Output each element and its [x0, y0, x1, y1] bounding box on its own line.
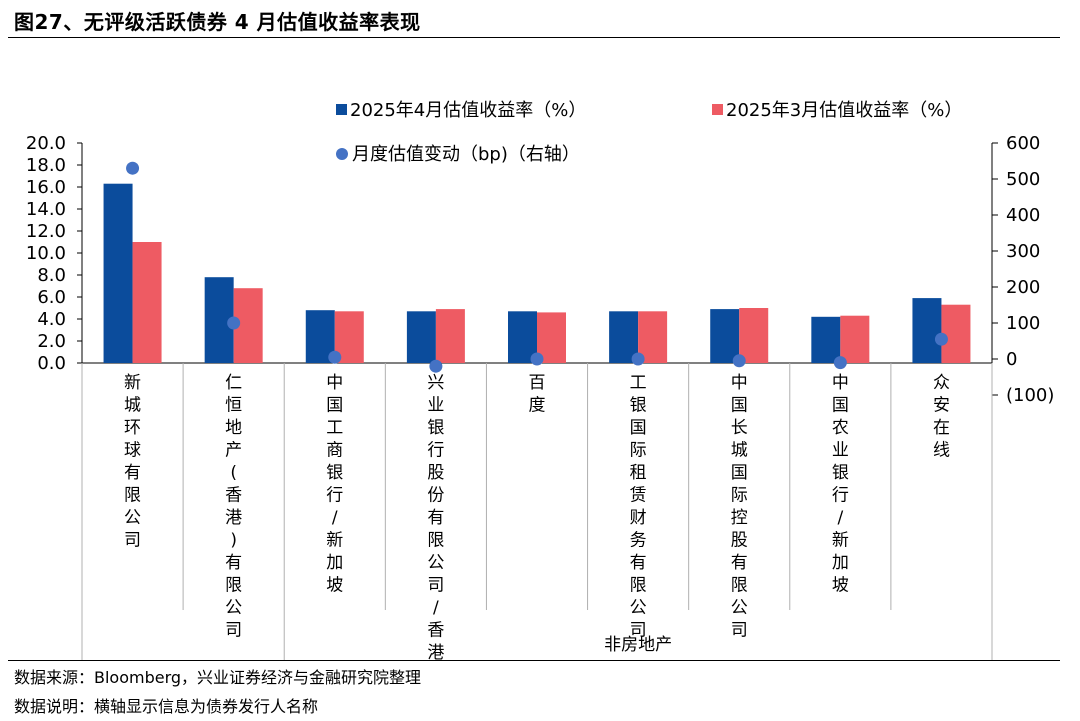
chart: 0.02.04.06.08.010.012.014.016.018.020.0 (…	[26, 100, 1054, 660]
bp-change-point	[631, 352, 645, 366]
legend-swatch-bp	[336, 148, 348, 160]
bp-change-point	[833, 356, 847, 370]
bp-change-point	[227, 316, 241, 330]
bar-mar-2025	[941, 304, 971, 363]
right-axis-tick-label: 300	[1006, 241, 1040, 262]
bar-mar-2025	[132, 242, 162, 363]
bar-mar-2025	[739, 308, 769, 363]
left-axis-tick-label: 12.0	[26, 221, 66, 242]
bar-apr-2025	[609, 311, 639, 363]
left-axis-tick-label: 6.0	[37, 287, 66, 308]
bp-change-point	[328, 350, 342, 364]
category-label: 中国长城国际控股有限公司	[731, 373, 748, 641]
bar-apr-2025	[406, 311, 436, 363]
bp-change-point	[732, 354, 746, 368]
category-label: 众安在线	[933, 373, 950, 461]
bar-apr-2025	[710, 309, 740, 363]
category-label: 兴业银行股份有限公司/香港	[427, 373, 444, 660]
legend-swatch-mar	[712, 104, 723, 115]
bp-change-point	[126, 161, 140, 175]
category-label: 中国工商银行/新加坡	[326, 373, 343, 596]
bp-change-point	[429, 359, 443, 373]
right-axis-tick-label: 400	[1006, 205, 1040, 226]
left-axis-tick-label: 2.0	[37, 331, 66, 352]
bp-change-point	[934, 332, 948, 346]
bar-apr-2025	[811, 316, 841, 363]
left-axis-tick-label: 10.0	[26, 243, 66, 264]
bar-mar-2025	[435, 309, 465, 363]
left-axis-tick-label: 20.0	[26, 133, 66, 154]
data-note: 数据说明：横轴显示信息为债券发行人名称	[14, 697, 319, 716]
category-label: 工银国际租赁财务有限公司	[630, 373, 647, 641]
category-label: 百度	[529, 373, 546, 416]
bar-mar-2025	[840, 315, 870, 363]
left-axis-tick-label: 0.0	[37, 353, 66, 374]
right-axis-tick-label: 500	[1006, 169, 1040, 190]
category-label: 仁恒地产(香港)有限公司	[225, 373, 242, 641]
bar-apr-2025	[103, 183, 133, 363]
footer-divider	[8, 660, 1060, 661]
bar-apr-2025	[508, 311, 537, 363]
right-axis-tick-label: 200	[1006, 277, 1040, 298]
left-axis-tick-label: 14.0	[26, 199, 66, 220]
left-axis-tick-label: 8.0	[37, 265, 66, 286]
legend-label-mar: 2025年3月估值收益率（%）	[726, 100, 962, 121]
bar-apr-2025	[912, 298, 942, 363]
legend-swatch-apr	[336, 104, 347, 115]
right-axis-tick-label: (100)	[1006, 385, 1054, 406]
right-axis-tick-label: 100	[1006, 313, 1040, 334]
bar-mar-2025	[537, 312, 566, 363]
bar-mar-2025	[638, 311, 668, 363]
title-divider	[8, 37, 1060, 38]
source-note: 数据来源：Bloomberg，兴业证券经济与金融研究院整理	[14, 668, 422, 687]
right-axis-tick-label: 0	[1006, 349, 1017, 370]
left-axis-tick-label: 4.0	[37, 309, 66, 330]
chart-title: 图27、无评级活跃债券 4 月估值收益率表现	[14, 10, 421, 34]
legend-label-bp: 月度估值变动（bp)（右轴）	[352, 144, 580, 165]
group-label: 非房地产	[604, 635, 672, 655]
category-label: 中国农业银行/新加坡	[832, 373, 849, 596]
legend-label-apr: 2025年4月估值收益率（%）	[350, 100, 586, 121]
bp-change-point	[530, 352, 544, 366]
left-axis-tick-label: 18.0	[26, 155, 66, 176]
left-axis-tick-label: 16.0	[26, 177, 66, 198]
category-label: 新城环球有限公司	[124, 373, 141, 551]
right-axis-tick-label: 600	[1006, 133, 1040, 154]
